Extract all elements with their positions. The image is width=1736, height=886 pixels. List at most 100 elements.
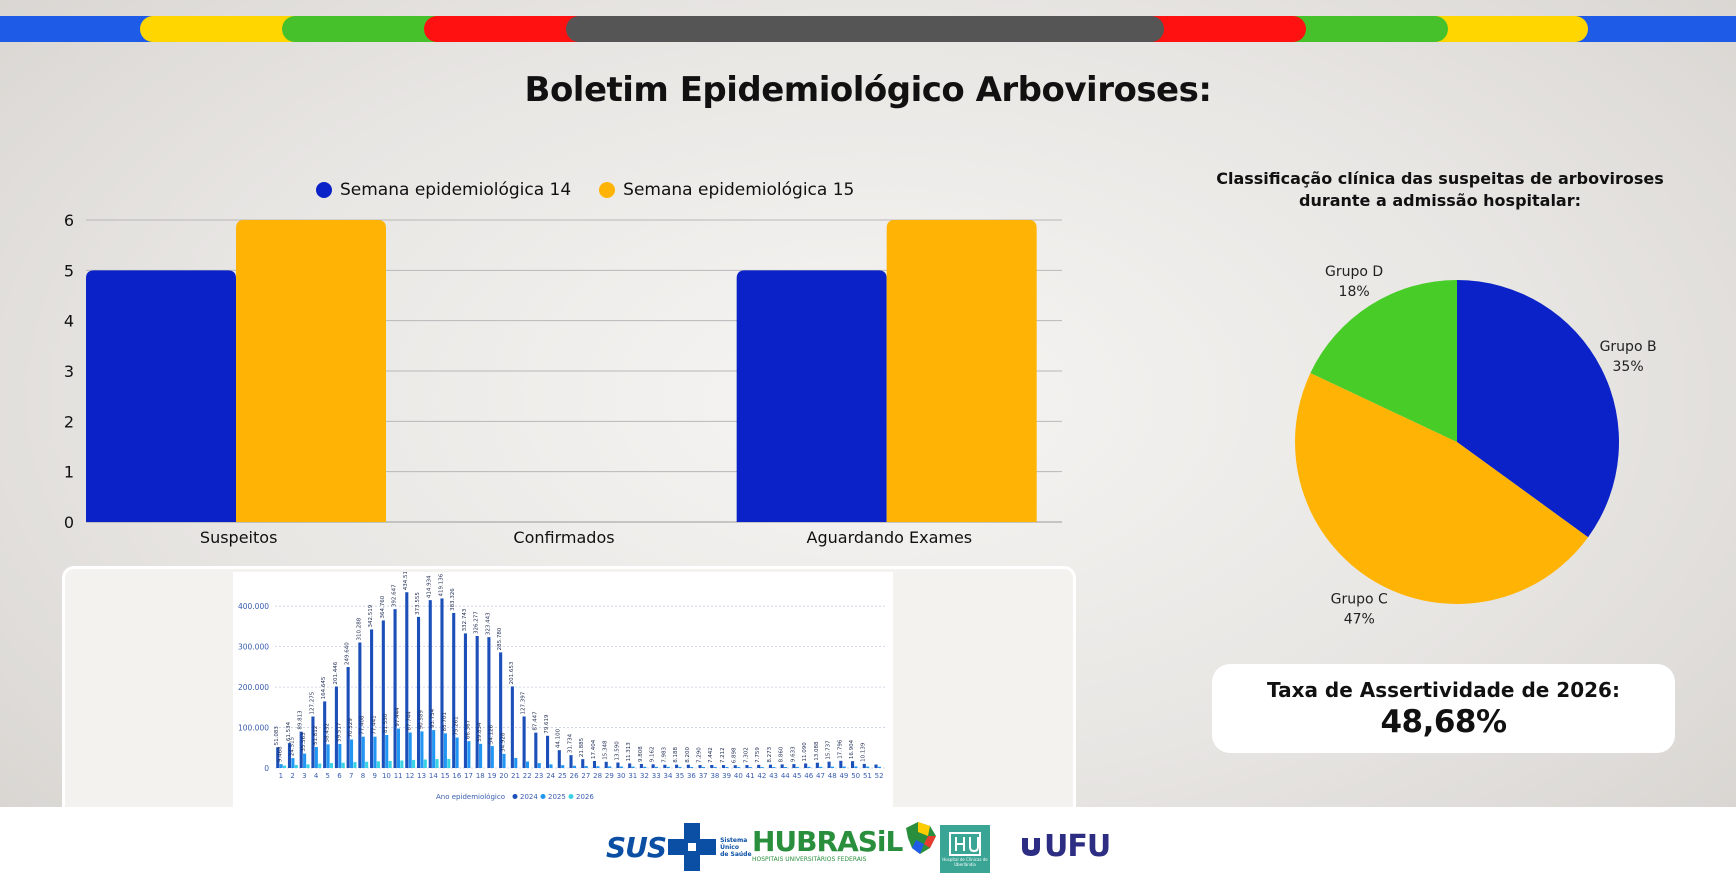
footer-logos: SUS Sistema Único de Saúde HUBRASiL HOSP… <box>0 807 1736 886</box>
hubrasil-logo-text: HUBRASiL <box>752 825 903 858</box>
x-category-label: Aguardando Exames <box>807 528 973 547</box>
clinical-classification-pie-chart: Grupo B 35% Grupo C 47% Grupo D 18% <box>1295 264 1657 627</box>
pie-label-name: Grupo C <box>1331 591 1388 607</box>
hist-x-tick-label: 48 <box>828 772 837 780</box>
hist-bar-2025-w10 <box>385 735 389 768</box>
hubrasil-subtitle: HOSPITAIS UNIVERSITÁRIOS FEDERAIS <box>752 856 867 863</box>
hist-data-label: 59.834 <box>477 722 483 742</box>
hist-bar-2025-w17 <box>467 741 471 768</box>
hist-bar-2025-w5 <box>326 744 330 768</box>
hist-bar-2024-w46 <box>804 763 808 768</box>
hist-bar-2025-w8 <box>361 736 365 768</box>
hist-bar-2025-w2 <box>291 758 295 768</box>
hist-bar-2025-w22 <box>525 761 530 768</box>
pie-label-percent: 47% <box>1344 611 1375 627</box>
hist-x-tick-label: 25 <box>558 772 567 780</box>
hist-x-tick-label: 10 <box>382 772 391 780</box>
hist-bar-2025-w3 <box>303 753 307 768</box>
hist-bar-2024-w22 <box>522 716 526 768</box>
hist-data-label: 51.083 <box>274 726 280 746</box>
hist-bar-2026-w7 <box>353 762 357 768</box>
hist-bar-2024-w18 <box>475 636 479 768</box>
hist-data-label: 79.619 <box>544 714 550 734</box>
hist-bar-2024-w21 <box>510 686 514 768</box>
hist-bar-2025-w26 <box>572 765 576 768</box>
hist-bar-2025-w21 <box>514 757 518 768</box>
pie-slice-grupo-d <box>1310 280 1457 442</box>
hist-x-tick-label: 49 <box>839 772 848 780</box>
hist-bar-2025-w25 <box>561 765 565 768</box>
hist-bar-2025-w52 <box>877 766 881 768</box>
hist-x-tick-label: 8 <box>361 772 365 780</box>
hist-data-label: 7.442 <box>708 747 714 763</box>
sus-subtitle: Sistema Único de Saúde <box>720 837 751 858</box>
hist-data-label: 201.653 <box>509 661 515 684</box>
hist-data-label: 16.904 <box>849 739 855 759</box>
hist-bar-2024-w49 <box>839 760 843 768</box>
hist-bar-2024-w50 <box>851 761 855 768</box>
ufu-emblem-icon <box>1022 837 1040 856</box>
pie-slice-grupo-c <box>1295 373 1589 605</box>
hist-bar-2025-w24 <box>549 764 553 768</box>
hist-data-label: 35.563 <box>301 732 307 752</box>
sus-sub-line2: Único <box>720 843 739 851</box>
hist-bar-2024-w4 <box>311 716 315 768</box>
hist-bar-2025-w47 <box>819 766 823 768</box>
hist-data-label: 11.090 <box>802 742 808 762</box>
hist-bar-2024-w40 <box>733 765 737 768</box>
histogram-background <box>233 572 893 808</box>
hist-x-tick-label: 21 <box>511 772 520 780</box>
hist-data-label: 9.162 <box>650 747 656 763</box>
hist-x-tick-label: 52 <box>875 772 884 780</box>
hist-bar-2026-w6 <box>341 762 345 768</box>
hist-x-tick-label: 24 <box>546 772 555 780</box>
hist-x-tick-label: 5 <box>326 772 330 780</box>
hist-data-label: 364.760 <box>380 595 386 618</box>
hist-bar-2025-w16 <box>455 737 459 768</box>
hist-data-label: 249.640 <box>345 642 351 665</box>
hist-x-tick-label: 50 <box>851 772 860 780</box>
hist-data-label: 34.928 <box>500 732 506 752</box>
hist-x-tick-label: 23 <box>534 772 543 780</box>
hist-x-tick-label: 26 <box>570 772 579 780</box>
hist-bar-2024-w29 <box>604 761 608 768</box>
hist-bar-2025-w46 <box>807 766 811 768</box>
hist-data-label: 373.555 <box>415 592 421 615</box>
hist-data-label: 285.780 <box>497 627 503 650</box>
hist-data-label: 9.468 <box>278 746 284 762</box>
hist-data-label: 85.701 <box>442 712 448 731</box>
hist-data-label: 326.277 <box>474 611 480 634</box>
hist-data-label: 87.447 <box>532 711 538 731</box>
hist-bar-2024-w7 <box>346 667 350 768</box>
hist-x-tick-label: 15 <box>441 772 450 780</box>
hist-x-tick-label: 44 <box>781 772 790 780</box>
sus-logo: SUS Sistema Único de Saúde <box>606 823 752 871</box>
hc-emblem-icon <box>949 832 981 856</box>
hist-x-tick-label: 27 <box>581 772 590 780</box>
hist-y-tick-label: 200.000 <box>238 683 269 692</box>
pie-label-grupo-b: Grupo B 35% <box>1600 339 1657 375</box>
hist-bar-2026-w5 <box>329 763 334 768</box>
hist-data-label: 97.444 <box>395 707 401 727</box>
y-tick-label: 6 <box>64 211 74 230</box>
x-category-label: Confirmados <box>513 528 614 547</box>
hist-x-axis-label: Ano epidemiológico <box>436 793 505 801</box>
hist-bar-2025-w15 <box>443 733 447 768</box>
hist-bar-2024-w41 <box>745 765 749 768</box>
hist-bar-2024-w35 <box>675 764 679 768</box>
hist-bar-2025-w14 <box>432 730 436 768</box>
sus-sub-line1: Sistema <box>720 836 748 844</box>
hist-y-tick-label: 0 <box>264 764 269 773</box>
hist-data-label: 323.443 <box>485 612 491 635</box>
y-tick-label: 3 <box>64 362 74 381</box>
hist-data-label: 332.743 <box>462 608 468 631</box>
sus-cross-icon <box>668 823 717 871</box>
hist-bar-2025-w49 <box>842 766 846 768</box>
hist-legend-dot <box>540 794 546 799</box>
hist-bar-2026-w8 <box>365 761 369 768</box>
hist-bar-2024-w32 <box>639 764 643 768</box>
hist-data-label: 93.754 <box>430 708 436 728</box>
hist-bar-2024-w28 <box>592 760 597 768</box>
hist-bar-2025-w37 <box>701 766 706 768</box>
bar-week14-0 <box>86 270 236 522</box>
